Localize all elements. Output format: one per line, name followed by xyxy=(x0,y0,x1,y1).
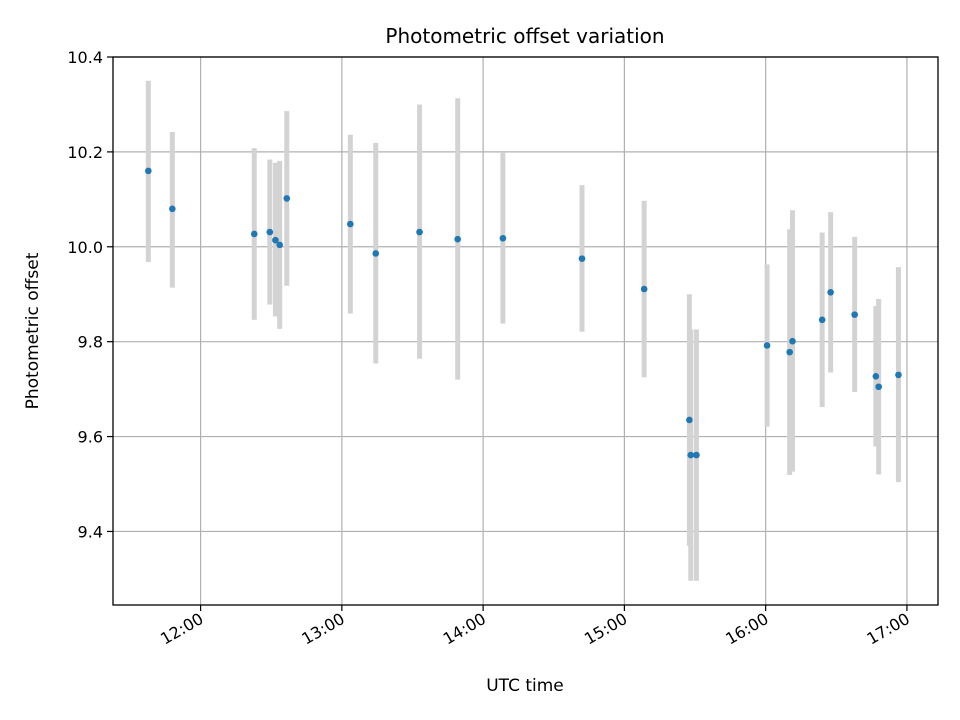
x-axis-label: UTC time xyxy=(486,676,564,696)
data-point xyxy=(499,234,507,242)
y-axis-label: Photometric offset xyxy=(23,252,43,409)
data-point xyxy=(786,348,793,356)
chart-title: Photometric offset variation xyxy=(385,24,664,48)
data-point xyxy=(578,255,586,262)
data-point xyxy=(640,285,648,293)
y-tick-label: 10.0 xyxy=(67,238,103,257)
data-point xyxy=(763,342,771,349)
data-point xyxy=(789,337,796,345)
data-point xyxy=(818,316,826,324)
y-tick-label: 10.4 xyxy=(67,48,103,67)
data-point xyxy=(872,373,880,380)
data-point xyxy=(686,416,693,424)
data-point xyxy=(145,167,152,175)
data-point xyxy=(283,195,291,202)
data-point xyxy=(827,289,834,296)
data-point xyxy=(169,205,176,213)
data-points xyxy=(145,167,902,459)
y-tick-label: 9.8 xyxy=(78,333,103,352)
data-point xyxy=(454,235,461,243)
data-point xyxy=(895,371,902,379)
data-point xyxy=(276,241,283,249)
data-point xyxy=(875,383,882,391)
data-point xyxy=(416,228,423,236)
data-point xyxy=(250,230,258,238)
data-point xyxy=(687,451,695,459)
y-tick-label: 9.6 xyxy=(78,428,103,447)
grid xyxy=(113,56,938,605)
data-point xyxy=(851,311,858,318)
data-point xyxy=(693,451,700,459)
y-tick-label: 9.4 xyxy=(78,522,103,541)
y-axis-ticks: 9.4 9.6 9.8 10.0 10.2 10.4 xyxy=(67,48,113,541)
y-tick-label: 10.2 xyxy=(67,143,103,162)
data-point xyxy=(372,250,380,257)
plot-frame xyxy=(112,56,939,606)
data-point xyxy=(266,228,274,236)
data-point xyxy=(272,236,279,244)
data-point xyxy=(347,220,354,228)
